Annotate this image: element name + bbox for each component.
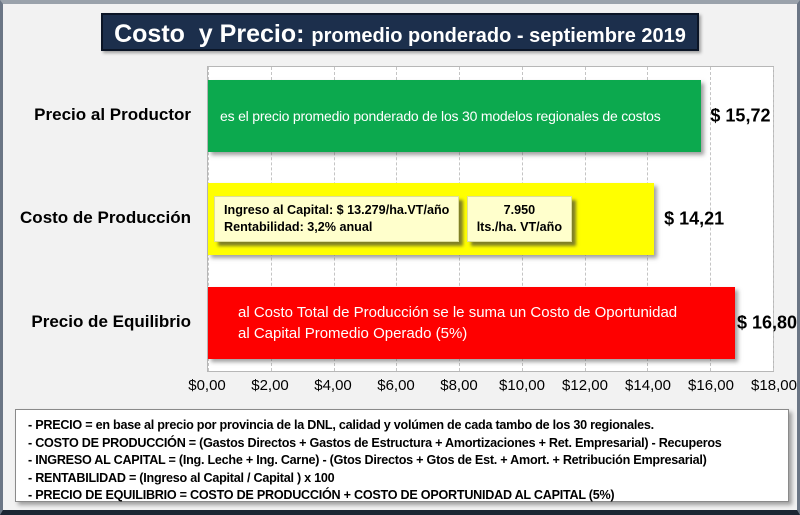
category-label-precio-de-equilibrio: Precio de Equilibrio bbox=[31, 312, 191, 331]
category-label-costo-de-produccion: Costo de Producción bbox=[20, 208, 191, 227]
x-tick-label: $8,00 bbox=[440, 377, 478, 394]
chart-title-box: Costo y Precio: promedio ponderado - sep… bbox=[101, 13, 699, 51]
note-precio-de-equilibrio: - PRECIO DE EQUILIBRIO = COSTO DE PRODUC… bbox=[28, 488, 615, 502]
x-tick-label: $0,00 bbox=[188, 377, 226, 394]
x-tick-label: $12,00 bbox=[562, 377, 608, 394]
bar-costo-de-produccion: Ingreso al Capital: $ 13.279/ha.VT/año R… bbox=[208, 183, 655, 255]
chart-title: Costo y Precio: bbox=[114, 20, 312, 48]
note-ingreso-al-capital: - INGRESO AL CAPITAL = (Ing. Leche + Ing… bbox=[28, 453, 707, 467]
liters-info-line1: 7.950 bbox=[503, 203, 536, 217]
bar-annotation-equilibrium: al Costo Total de Producción se le suma … bbox=[238, 304, 678, 342]
bar-row-precio-al-productor: es el precio promedio ponderado de los 3… bbox=[208, 80, 773, 152]
capital-info-line2: Rentabilidad: 3,2% anual bbox=[224, 220, 373, 234]
value-label-precio-al-productor: $ 15,72 bbox=[710, 105, 771, 126]
gridline bbox=[773, 67, 774, 371]
capital-info-box: Ingreso al Capital: $ 13.279/ha.VT/año R… bbox=[214, 196, 460, 242]
x-tick-label: $16,00 bbox=[688, 377, 734, 394]
x-tick-label: $6,00 bbox=[377, 377, 415, 394]
value-label-costo-de-produccion: $ 14,21 bbox=[664, 208, 725, 229]
bar-annotation-producer: es el precio promedio ponderado de los 3… bbox=[220, 108, 661, 124]
gridline bbox=[710, 67, 712, 371]
bar-row-precio-de-equilibrio: al Costo Total de Producción se le suma … bbox=[208, 287, 797, 359]
chart-subtitle: promedio ponderado - septiembre 2019 bbox=[311, 25, 686, 47]
category-label-precio-al-productor: Precio al Productor bbox=[34, 105, 191, 124]
capital-info-line1: Ingreso al Capital: $ 13.279/ha.VT/año bbox=[224, 203, 450, 217]
note-costo-de-produccion: - COSTO DE PRODUCCIÓN = (Gastos Directos… bbox=[28, 435, 722, 450]
x-tick-label: $4,00 bbox=[314, 377, 352, 394]
notes-box: - PRECIO = en base al precio por provinc… bbox=[15, 409, 789, 502]
note-rentabilidad: - RENTABILIDAD = (Ingreso al Capital / C… bbox=[28, 470, 335, 485]
liters-info-box: 7.950 lts./ha. VT/año bbox=[466, 196, 573, 242]
value-label-precio-de-equilibrio: $ 16,80 bbox=[736, 312, 797, 333]
plot-area: es el precio promedio ponderado de los 3… bbox=[207, 66, 797, 372]
x-tick-label: $10,00 bbox=[499, 377, 545, 394]
bar-row-costo-de-produccion: Ingreso al Capital: $ 13.279/ha.VT/año R… bbox=[208, 183, 773, 255]
x-tick-label: $2,00 bbox=[251, 377, 289, 394]
x-axis: $0,00 $2,00 $4,00 $6,00 $8,00 $10,00 $12,00 $14… bbox=[188, 377, 797, 397]
liters-info-line2: lts./ha. VT/año bbox=[476, 220, 563, 234]
note-precio: - PRECIO = en base al precio por provinc… bbox=[28, 418, 654, 432]
x-tick-label: $18,00 bbox=[751, 377, 797, 394]
bar-precio-de-equilibrio: al Costo Total de Producción se le suma … bbox=[208, 287, 736, 359]
bar-precio-al-productor: es el precio promedio ponderado de los 3… bbox=[208, 80, 702, 152]
x-tick-label: $14,00 bbox=[625, 377, 671, 394]
